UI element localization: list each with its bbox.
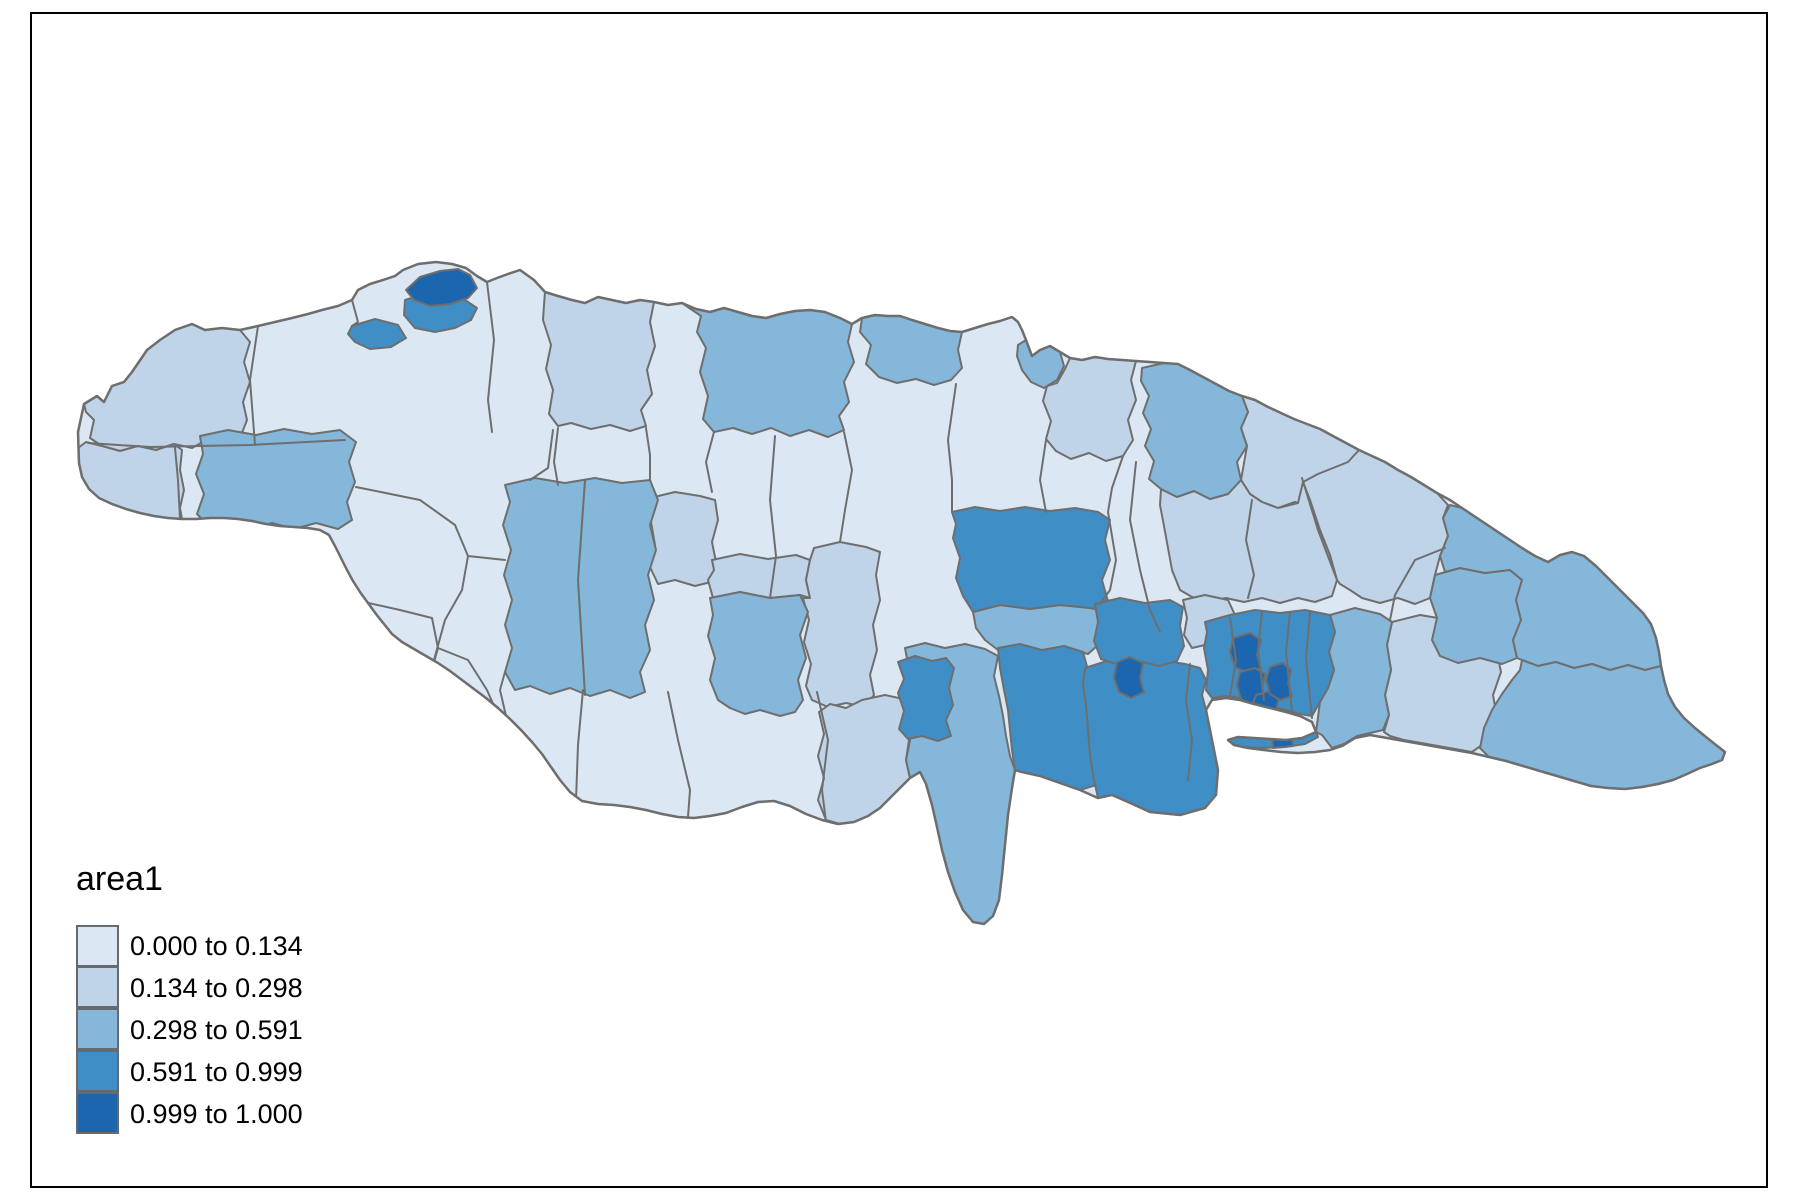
map-region — [1159, 479, 1338, 604]
map-region — [1140, 362, 1249, 500]
legend-swatch-class3 — [76, 1008, 119, 1050]
legend-item: 0.999 to 1.000 — [76, 1092, 303, 1135]
map-region — [859, 314, 963, 386]
island-coastline — [76, 260, 1727, 926]
map-region — [1429, 567, 1523, 665]
legend-item: 0.000 to 0.134 — [76, 925, 303, 967]
regions-class2 — [78, 291, 1503, 825]
legend-title: area1 — [76, 860, 163, 898]
legend-label: 0.134 to 0.298 — [130, 972, 303, 1003]
map-region — [195, 428, 357, 530]
legend-item: 0.134 to 0.298 — [76, 966, 303, 1009]
legend-swatch-class2 — [76, 966, 119, 1008]
map-region — [972, 604, 1113, 655]
map-region — [78, 441, 185, 520]
map-region — [817, 694, 911, 825]
legend-label: 0.999 to 1.000 — [130, 1098, 303, 1129]
map-region — [1271, 735, 1294, 749]
legend-label: 0.000 to 0.134 — [130, 930, 303, 961]
legend-swatch-class5 — [76, 1092, 119, 1134]
map-region — [347, 318, 407, 350]
map-region — [897, 655, 955, 742]
regions-class3 — [195, 302, 1725, 924]
map-region — [802, 541, 881, 708]
map-region — [405, 268, 478, 307]
district-borders — [87, 281, 1446, 823]
map-region — [1479, 659, 1725, 790]
legend-label: 0.298 to 0.591 — [130, 1014, 303, 1045]
map-region — [1082, 659, 1219, 816]
map-region — [707, 591, 809, 717]
map-legend: area1 0.000 to 0.134 0.134 to 0.298 0.29… — [76, 860, 303, 1135]
legend-swatch-class1 — [76, 925, 119, 967]
map-region — [681, 302, 855, 438]
map-region — [502, 477, 659, 699]
legend-label: 0.591 to 0.999 — [130, 1056, 303, 1087]
legend-item: 0.591 to 0.999 — [76, 1050, 303, 1093]
map-region — [1265, 662, 1293, 701]
legend-swatch-class4 — [76, 1050, 119, 1092]
map-region — [542, 291, 656, 432]
map-region — [1113, 656, 1145, 699]
map-region — [648, 491, 719, 587]
map-region — [707, 553, 811, 599]
map-region — [951, 506, 1113, 613]
legend-item: 0.298 to 0.591 — [76, 1008, 303, 1051]
map-region — [1093, 597, 1185, 667]
legend-items: 0.000 to 0.134 0.134 to 0.298 0.298 to 0… — [76, 925, 303, 1135]
